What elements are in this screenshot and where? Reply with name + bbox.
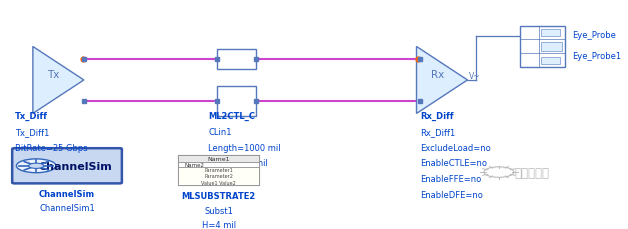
Polygon shape [33,47,84,114]
Bar [541,43,562,52]
Text: EnableFFE=no: EnableFFE=no [420,174,481,183]
Text: Rx_Diff: Rx_Diff [420,112,453,121]
Text: S=8 mil: S=8 mil [208,174,241,183]
Bar [520,26,565,68]
Text: Tx: Tx [47,69,60,79]
Text: Eye_Probe1: Eye_Probe1 [572,52,621,61]
Text: Rx_Diff1: Rx_Diff1 [420,128,455,136]
Text: 信号完整性: 信号完整性 [514,166,550,179]
Text: Parameter1
Parameter2
Value1 Value2: Parameter1 Parameter2 Value1 Value2 [202,167,236,185]
Text: V~: V~ [468,72,480,81]
Text: ChannelSim1: ChannelSim1 [39,204,95,213]
Text: CLin1: CLin1 [208,128,232,136]
Bar [217,49,256,70]
Text: Tx_Diff: Tx_Diff [14,112,48,121]
Bar [178,156,259,162]
FancyBboxPatch shape [12,149,122,184]
Text: ChannelSim: ChannelSim [38,161,112,171]
Text: H=4 mil: H=4 mil [202,220,236,229]
Text: Name1: Name1 [207,156,230,161]
Polygon shape [416,47,467,114]
Circle shape [16,159,56,173]
Bar [541,30,560,36]
Text: Tx_Diff1: Tx_Diff1 [14,128,49,136]
Text: Subst1: Subst1 [204,206,233,215]
Text: MLSUBSTRATE2: MLSUBSTRATE2 [181,191,256,200]
Text: Name2: Name2 [184,162,204,167]
Text: EnableDFE=no: EnableDFE=no [420,190,483,199]
Bar [217,87,256,116]
Text: ExcludeLoad=no: ExcludeLoad=no [420,143,490,152]
Circle shape [29,164,44,169]
Text: ML2CTL_C: ML2CTL_C [208,112,255,121]
Text: Rx: Rx [431,69,444,79]
Bar [541,58,560,64]
Text: Eye_Probe: Eye_Probe [572,31,616,40]
Text: BitRate=25 Gbps: BitRate=25 Gbps [14,143,87,152]
Text: ChannelSim: ChannelSim [39,189,95,198]
Bar [178,162,259,167]
Bar [178,167,259,185]
Text: W=5.8484 mil: W=5.8484 mil [208,159,268,168]
Text: EnableCTLE=no: EnableCTLE=no [420,159,487,168]
Text: Length=1000 mil: Length=1000 mil [208,143,281,152]
Bar [178,156,259,185]
